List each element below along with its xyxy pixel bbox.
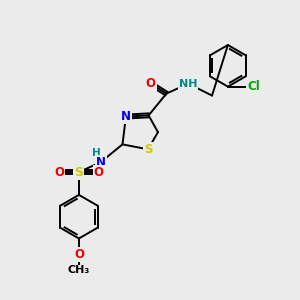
Text: CH₃: CH₃ xyxy=(68,265,90,275)
Text: NH: NH xyxy=(179,79,197,89)
Text: O: O xyxy=(146,77,156,90)
Text: N: N xyxy=(96,156,106,169)
Text: Cl: Cl xyxy=(247,80,260,93)
Text: N: N xyxy=(121,110,131,123)
Text: O: O xyxy=(54,166,64,178)
Text: O: O xyxy=(74,248,84,261)
Text: H: H xyxy=(92,148,101,158)
Text: O: O xyxy=(94,166,104,178)
Text: S: S xyxy=(74,166,83,178)
Text: S: S xyxy=(144,143,152,156)
